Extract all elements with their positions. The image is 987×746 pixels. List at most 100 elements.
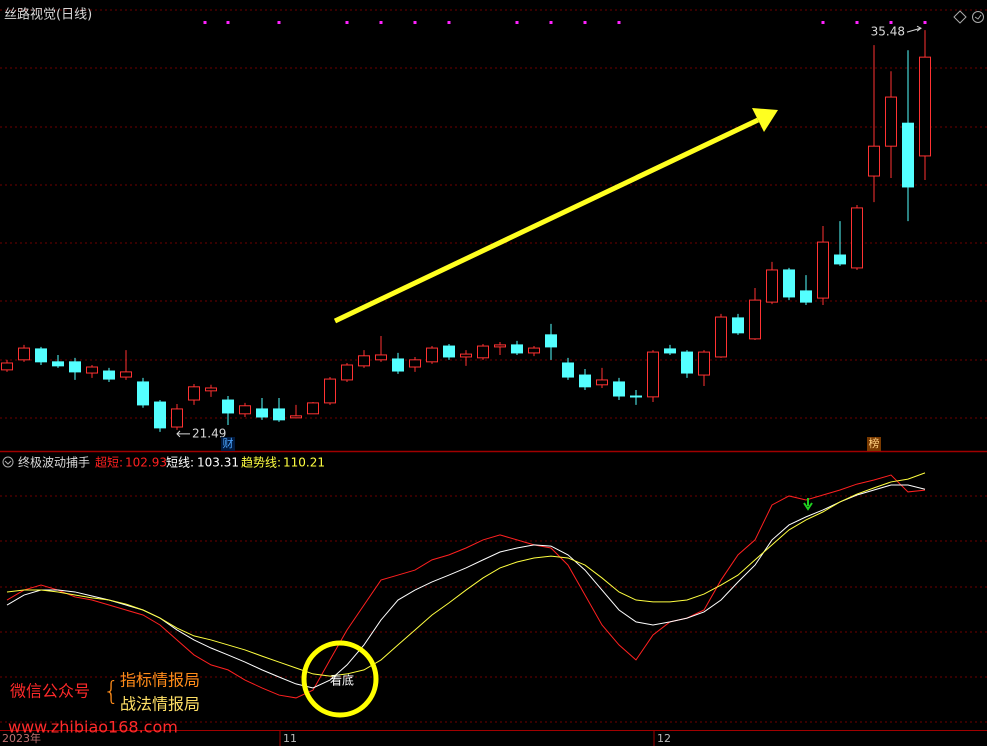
marker: 榜 <box>869 436 880 450</box>
legend-label: 趋势线: <box>241 456 281 470</box>
candle-body <box>834 254 846 265</box>
candle-body <box>290 415 302 419</box>
candle-body <box>375 354 387 361</box>
candle-body <box>647 351 659 398</box>
signal-dot <box>617 21 621 24</box>
indicator-lines <box>6 472 926 699</box>
max-label: 35.48 <box>871 25 905 39</box>
legend-label: 短线: <box>166 456 194 470</box>
candle-body <box>341 364 353 381</box>
candle-body <box>18 347 30 361</box>
signal-dot <box>379 21 383 24</box>
marker-box <box>221 437 235 451</box>
candle-body <box>392 358 404 372</box>
candle-body <box>443 345 455 358</box>
candle-body <box>766 269 778 303</box>
candle-body <box>69 361 81 373</box>
candle-body <box>851 207 863 269</box>
candle-body <box>86 366 98 374</box>
candle-body <box>273 408 285 421</box>
brace: { <box>103 677 120 707</box>
candle-body <box>171 408 183 428</box>
trend-arrow <box>333 108 778 324</box>
indicator-title: 终极波动捕手 <box>18 455 90 470</box>
x-tick-label: 2023年 <box>2 731 41 745</box>
candle-body <box>409 359 421 368</box>
candle-body <box>800 290 812 303</box>
candle-body <box>120 371 132 378</box>
icon[interactable] <box>953 10 967 24</box>
arrow-head <box>752 108 778 132</box>
candle-body <box>137 381 149 406</box>
candle-body <box>919 56 931 157</box>
candle-body <box>732 317 744 334</box>
candle-body <box>460 353 472 358</box>
legend-value: 103.31 <box>197 456 239 470</box>
signal-arrow <box>803 498 813 511</box>
signal-dot <box>889 21 893 24</box>
arrow-shaft <box>333 117 760 324</box>
x-tick-label: 11 <box>283 732 297 745</box>
icon <box>974 14 982 20</box>
candle-body <box>307 402 319 415</box>
chart-title: 丝路视觉(日线) <box>4 7 92 23</box>
legend-label: 超短: <box>95 455 123 470</box>
x-tick-label: 12 <box>657 732 671 745</box>
candle-body <box>494 344 506 348</box>
watermark-account: 微信公众号 <box>10 682 90 701</box>
watermark-url: www.zhibiao168.com <box>8 718 178 737</box>
candle-body <box>613 381 625 397</box>
candle-body <box>902 122 914 188</box>
window-icons[interactable] <box>953 10 984 24</box>
candle-body <box>698 351 710 376</box>
candle-body <box>358 355 370 367</box>
candle-body <box>256 408 268 418</box>
signal-dot <box>413 21 417 24</box>
candle-body <box>579 374 591 388</box>
candle-body <box>562 362 574 378</box>
candle-body <box>511 344 523 354</box>
candle-body <box>885 96 897 147</box>
signal-dot <box>226 21 230 24</box>
marker-box <box>867 437 881 451</box>
candle-body <box>324 378 336 404</box>
watermark-line: 战法情报局 <box>120 695 200 714</box>
signal-dot <box>923 21 927 24</box>
candle-body <box>426 347 438 363</box>
candle-body <box>188 386 200 401</box>
candle-body <box>749 299 761 340</box>
indicator-line <box>6 474 926 699</box>
signal-dot <box>345 21 349 24</box>
candle-body <box>817 241 829 299</box>
signal-dot <box>447 21 451 24</box>
collapse-icon[interactable] <box>2 456 14 468</box>
signal-dot <box>549 21 553 24</box>
candle-body <box>630 395 642 398</box>
candle-body <box>52 361 64 367</box>
signal-dot <box>515 21 519 24</box>
icon[interactable] <box>972 11 984 23</box>
candle-body <box>783 269 795 298</box>
candle-body <box>205 387 217 392</box>
candle-body <box>868 145 880 177</box>
label-arrow <box>176 430 190 438</box>
candles: 35.48 21.49财 榜 <box>1 21 931 451</box>
candle-body <box>154 401 166 429</box>
candle-body <box>477 345 489 359</box>
candle-body <box>681 351 693 374</box>
indicator-line <box>6 472 926 677</box>
signal-dot <box>583 21 587 24</box>
candle-body <box>528 347 540 354</box>
annotation: 看底 <box>330 673 354 688</box>
icon <box>4 460 12 465</box>
candle-body <box>103 370 115 380</box>
candle-body <box>222 399 234 414</box>
signal-dot <box>855 21 859 24</box>
candle-body <box>239 405 251 415</box>
legend-value: 110.21 <box>283 456 325 470</box>
candle-body <box>545 334 557 348</box>
candle-body <box>1 362 13 371</box>
marker: 财 <box>223 436 234 450</box>
